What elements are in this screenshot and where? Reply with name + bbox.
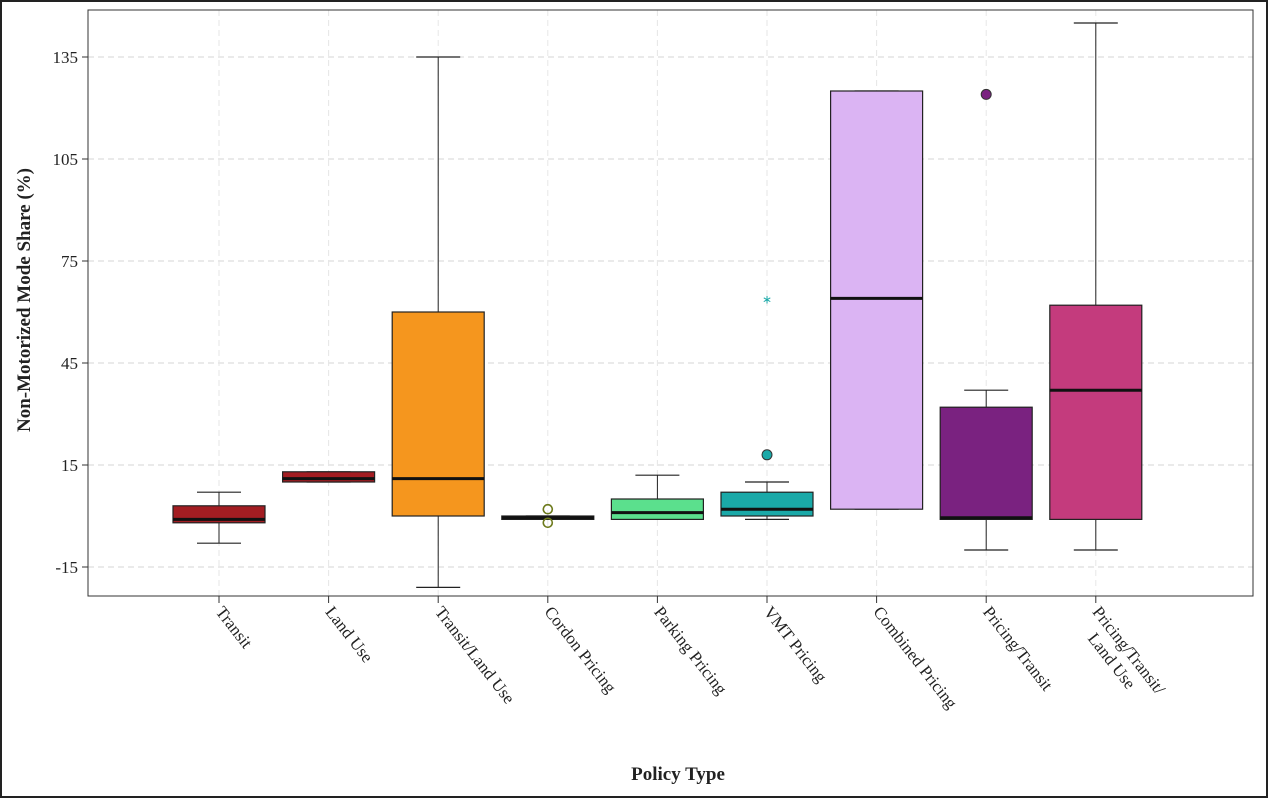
y-tick-label: 105 — [53, 150, 79, 169]
extreme-outlier-point: ∗ — [762, 292, 772, 306]
x-tick-label: Pricing/Transit/Land Use — [1073, 603, 1169, 711]
x-tick-label: VMT Pricing — [760, 603, 831, 687]
outlier-point — [761, 449, 773, 461]
box-7 — [939, 88, 1033, 551]
x-tick-label: Land Use — [321, 603, 376, 666]
x-tick-label: Cordon Pricing — [541, 603, 621, 697]
box-2 — [391, 56, 485, 589]
box-0 — [172, 491, 266, 544]
box-8 — [1049, 22, 1143, 551]
y-axis-title: Non-Motorized Mode Share (%) — [14, 168, 35, 432]
y-tick-label: 45 — [61, 354, 78, 373]
box-1 — [282, 471, 376, 483]
box-iqr — [720, 491, 814, 517]
plot-area-border — [87, 9, 1254, 597]
y-tick-label: 75 — [61, 252, 78, 271]
box-3 — [501, 503, 595, 529]
box-iqr — [282, 471, 376, 483]
x-tick-label: Pricing/Transit — [979, 603, 1057, 695]
x-axis-title: Policy Type — [631, 764, 725, 785]
x-tick-label: Transit/Land Use — [431, 603, 519, 708]
box-iqr — [829, 90, 924, 510]
x-tick-label: Transit — [212, 603, 256, 652]
outlier-point — [980, 88, 992, 100]
y-tick-label: 15 — [61, 456, 78, 475]
box-iqr — [1049, 304, 1143, 521]
outlier-point — [542, 503, 554, 515]
x-tick-label: Parking Pricing — [650, 603, 731, 699]
box-6 — [829, 90, 924, 510]
box-iqr — [391, 311, 485, 517]
box-iqr — [610, 498, 705, 520]
box-4 — [610, 474, 705, 521]
y-tick-label: 135 — [53, 48, 79, 67]
box-5: ∗ — [720, 292, 814, 521]
x-tick-label: Combined Pricing — [869, 603, 961, 713]
y-tick-label: -15 — [55, 558, 78, 577]
outlier-point — [542, 517, 554, 529]
box-iqr — [939, 406, 1033, 521]
